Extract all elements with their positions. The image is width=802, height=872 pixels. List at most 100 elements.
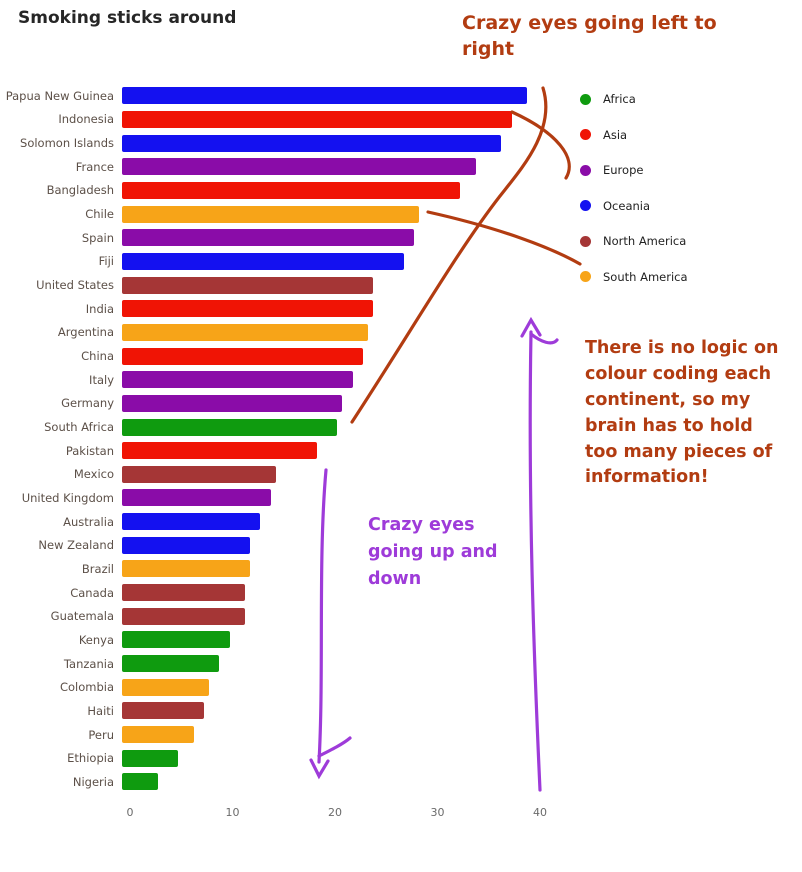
bar-europe [122,229,415,247]
bar-oceania [122,513,261,531]
country-label: Solomon Islands [20,136,114,151]
country-label: United Kingdom [21,490,114,505]
bar-row: Fiji [0,250,560,274]
bar-row: Indonesia [0,108,560,132]
bar-south-america [122,323,368,341]
bar-africa [122,631,230,649]
bar-oceania [122,87,527,105]
bar-north-america [122,702,204,720]
country-label: Peru [88,727,114,742]
bar-row: Guatemala [0,604,560,628]
bar-north-america [122,584,245,602]
bar-plot: Papua New Guinea Indonesia Solomon Islands… [0,84,560,794]
bar-oceania [122,252,404,270]
country-label: Guatemala [50,609,114,624]
legend-item-oceania: Oceania [580,199,688,213]
country-label: France [75,159,114,174]
bar-row: Nigeria [0,770,560,794]
bar-row: Kenya [0,628,560,652]
country-label: India [85,301,114,316]
bar-row: Brazil [0,557,560,581]
bar-row: Spain [0,226,560,250]
country-label: Australia [63,514,114,529]
x-tick-label: 40 [533,806,547,819]
x-tick-label: 0 [126,806,134,819]
bar-row: Argentina [0,321,560,345]
bar-oceania [122,536,251,554]
country-label: Spain [81,230,114,245]
country-label: China [81,349,114,364]
x-axis: 0 10 20 30 40 [0,806,600,826]
bar-north-america [122,276,374,294]
country-label: Fiji [98,254,114,269]
bar-europe [122,489,271,507]
annotation-crazy-eyes-horizontal: Crazy eyes going left to right [462,12,717,61]
legend-label: Europe [603,163,644,177]
bar-asia [122,300,374,318]
legend-dot [580,129,591,140]
bar-row: India [0,297,560,321]
legend-label: Asia [603,127,628,142]
bar-north-america [122,465,276,483]
legend-label: North America [603,234,687,248]
chart-title: Smoking sticks around [18,8,237,28]
bar-africa [122,773,158,791]
bar-row: France [0,155,560,179]
country-label: Mexico [73,467,114,482]
legend-item-south-america: South America [580,270,688,284]
bar-asia [122,442,317,460]
x-tick-label: 10 [225,806,240,819]
bar-row: Pakistan [0,439,560,463]
bar-asia [122,110,512,128]
bar-south-america [122,726,194,744]
legend-item-north-america: North America [580,234,688,248]
bar-row: Germany [0,392,560,416]
x-tick-label: 20 [328,806,342,819]
bar-europe [122,371,353,389]
bar-asia [122,347,363,365]
bar-row: Peru [0,723,560,747]
bar-south-america [122,205,420,223]
bar-south-america [122,678,210,696]
bar-row: Canada [0,581,560,605]
bar-africa [122,655,220,673]
bar-row: Tanzania [0,652,560,676]
country-label: Bangladesh [46,183,114,198]
bar-africa [122,418,338,436]
country-label: Tanzania [63,656,114,671]
bar-row: United Kingdom [0,486,560,510]
legend-dot [580,235,591,247]
legend-dot [580,93,591,105]
country-label: Pakistan [65,443,114,458]
bar-north-america [122,607,245,625]
bar-row: Bangladesh [0,179,560,203]
bar-europe [122,158,476,176]
country-label: Haiti [87,703,114,718]
country-label: United States [36,278,114,293]
bar-row: South Africa [0,415,560,439]
bar-europe [122,394,343,412]
bar-row: Colombia [0,675,560,699]
bar-row: China [0,344,560,368]
country-label: Papua New Guinea [5,88,114,103]
bar-row: Australia [0,510,560,534]
bar-row: Papua New Guinea [0,84,560,108]
country-label: Kenya [78,632,114,647]
bar-row: Mexico [0,463,560,487]
legend-label: Oceania [603,198,651,213]
country-label: Chile [85,207,114,222]
country-label: Brazil [81,561,114,576]
bar-row: New Zealand [0,533,560,557]
legend-dot [580,271,591,282]
legend-item-asia: Asia [580,128,688,142]
annotation-colour-coding-note: There is no logic on colour coding each … [585,338,779,488]
bar-oceania [122,134,502,152]
bar-row: Italy [0,368,560,392]
country-label: Canada [70,585,114,600]
bar-row: Ethiopia [0,746,560,770]
country-label: Italy [89,372,114,387]
bar-row: United States [0,273,560,297]
legend-item-europe: Europe [580,163,688,177]
bar-row: Chile [0,202,560,226]
